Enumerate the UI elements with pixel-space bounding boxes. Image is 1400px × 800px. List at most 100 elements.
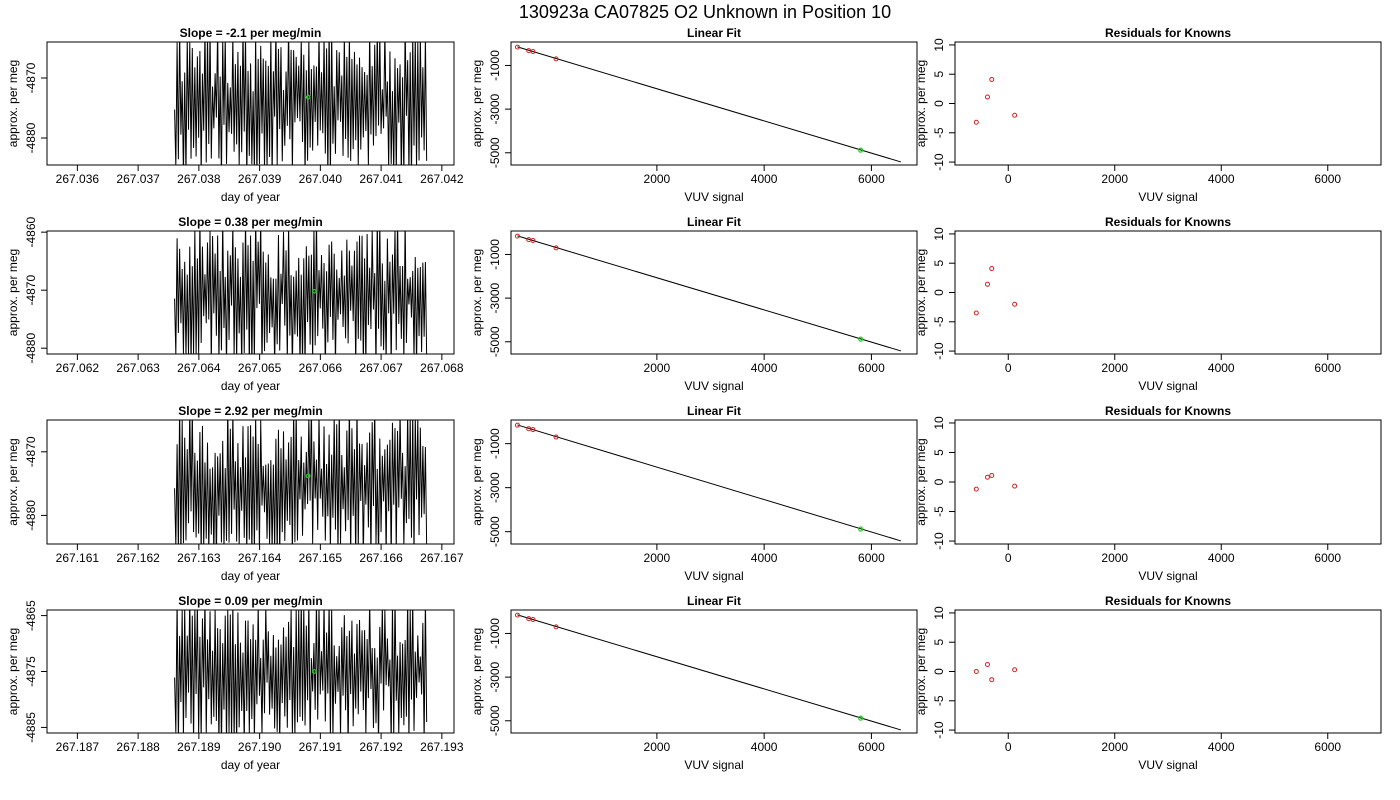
plot-area xyxy=(973,76,1018,125)
y-tick-label: -4880 xyxy=(24,333,38,364)
known-point xyxy=(514,233,520,239)
x-tick-label: 267.191 xyxy=(299,740,343,754)
plot-frame xyxy=(510,609,918,734)
y-tick-label: -1000 xyxy=(488,239,502,270)
unknown-point xyxy=(858,147,864,153)
x-tick-label: 6000 xyxy=(858,551,885,565)
x-tick-label: 267.187 xyxy=(56,740,100,754)
known-point xyxy=(989,677,995,683)
x-tick-label: 267.162 xyxy=(116,551,160,565)
x-tick-label: 267.161 xyxy=(56,551,100,565)
x-tick-label: 2000 xyxy=(1101,172,1128,186)
known-point xyxy=(989,473,995,479)
known-point xyxy=(973,669,979,674)
y-tick-label: -3000 xyxy=(488,661,502,692)
plot-frame xyxy=(46,609,455,734)
x-axis-label: day of year xyxy=(221,190,280,204)
known-point xyxy=(553,624,559,630)
x-tick-label: 6000 xyxy=(858,740,885,754)
x-tick-label: 4000 xyxy=(751,551,778,565)
x-tick-label: 0 xyxy=(1005,551,1012,565)
known-point xyxy=(973,486,979,492)
fit-line xyxy=(517,235,902,352)
x-axis-label: day of year xyxy=(221,758,280,772)
x-axis-label: day of year xyxy=(221,379,280,393)
panel-r1-c2: Residuals for Knowns 0 2000 4000 6000 10 5 0 -5 -… xyxy=(914,215,1382,393)
y-tick-label: -5 xyxy=(932,316,946,327)
panel-r3-c2: Residuals for Knowns 0 2000 4000 6000 10 5 0 -5 -… xyxy=(914,594,1382,772)
y-axis-label: approx. per meg xyxy=(6,60,20,147)
y-tick-label: -4880 xyxy=(24,500,38,531)
x-tick-label: 267.042 xyxy=(420,172,464,186)
x-tick-label: 4000 xyxy=(751,361,778,375)
mean-point xyxy=(311,669,317,674)
plot-frame xyxy=(954,41,1382,166)
x-tick-label: 267.063 xyxy=(116,361,160,375)
plot-frame xyxy=(510,419,918,545)
known-point xyxy=(553,434,559,440)
y-tick-label: -5 xyxy=(932,127,946,138)
y-tick-label: 0 xyxy=(932,668,946,675)
y-axis-label: approx. per meg xyxy=(470,60,484,147)
y-tick-label: 0 xyxy=(932,289,946,296)
plot-area xyxy=(973,265,1018,316)
x-tick-label: 267.166 xyxy=(359,551,403,565)
unknown-point xyxy=(858,715,864,721)
known-point xyxy=(984,474,990,480)
mean-point xyxy=(311,288,317,294)
y-tick-label: 5 xyxy=(932,639,946,646)
x-tick-label: 4000 xyxy=(1208,172,1235,186)
panel-title: Slope = 0.09 per meg/min xyxy=(178,594,322,608)
x-axis-label: VUV signal xyxy=(684,190,743,204)
y-axis-label: approx. per meg xyxy=(914,438,928,525)
x-axis-label: VUV signal xyxy=(684,569,743,583)
signal-trace xyxy=(174,420,428,544)
y-tick-label: -5000 xyxy=(488,705,502,736)
y-axis-label: approx. per meg xyxy=(6,628,20,715)
signal-trace xyxy=(174,42,428,165)
y-tick-label: -10 xyxy=(932,342,946,360)
x-tick-label: 267.064 xyxy=(177,361,221,375)
x-tick-label: 267.067 xyxy=(359,361,403,375)
panel-r1-c1: Linear Fit 2000 4000 6000 -1000 -3000 -5000 VUV… xyxy=(470,215,918,393)
x-tick-label: 2000 xyxy=(1101,361,1128,375)
known-point xyxy=(1012,112,1018,118)
x-tick-label: 267.062 xyxy=(56,361,100,375)
x-tick-label: 2000 xyxy=(1101,740,1128,754)
y-tick-label: 0 xyxy=(932,100,946,107)
known-point xyxy=(989,76,995,82)
y-tick-label: 5 xyxy=(932,260,946,267)
plot-frame xyxy=(510,41,918,166)
y-tick-label: 5 xyxy=(932,449,946,456)
known-point xyxy=(530,237,536,243)
panel-title: Linear Fit xyxy=(687,594,741,608)
x-tick-label: 2000 xyxy=(644,172,671,186)
known-point xyxy=(1012,301,1018,307)
panel-r2-c1: Linear Fit 2000 4000 6000 -1000 -3000 -5000 VUV… xyxy=(470,404,918,583)
panel-r3-c1: Linear Fit 2000 4000 6000 -1000 -3000 -5000 VUV… xyxy=(470,594,918,772)
fit-line xyxy=(517,614,902,731)
fit-line xyxy=(517,424,902,542)
panel-title: Residuals for Knowns xyxy=(1105,215,1231,229)
signal-trace xyxy=(174,610,428,733)
panel-title: Slope = 0.38 per meg/min xyxy=(178,215,322,229)
known-point xyxy=(984,281,990,287)
x-tick-label: 6000 xyxy=(1314,551,1341,565)
figure-title: 130923a CA07825 O2 Unknown in Position 1… xyxy=(519,2,891,22)
x-tick-label: 267.065 xyxy=(238,361,282,375)
y-tick-label: -3000 xyxy=(488,93,502,124)
x-tick-label: 6000 xyxy=(1314,361,1341,375)
x-tick-label: 267.038 xyxy=(177,172,221,186)
x-tick-label: 4000 xyxy=(1208,551,1235,565)
x-tick-label: 4000 xyxy=(1208,740,1235,754)
known-point xyxy=(1012,667,1018,673)
panel-r2-c0: Slope = 2.92 per meg/min 267.161 267.162 26… xyxy=(6,404,464,583)
panel-r0-c1: Linear Fit 2000 4000 6000 -1000 -3000 -5000 VUV… xyxy=(470,26,918,204)
plot-area xyxy=(174,610,428,733)
known-point xyxy=(514,422,520,428)
plot-frame xyxy=(510,230,918,355)
panel-title: Linear Fit xyxy=(687,26,741,40)
plot-frame xyxy=(46,41,455,166)
plot-area xyxy=(174,42,428,165)
y-axis-label: approx. per meg xyxy=(6,438,20,525)
